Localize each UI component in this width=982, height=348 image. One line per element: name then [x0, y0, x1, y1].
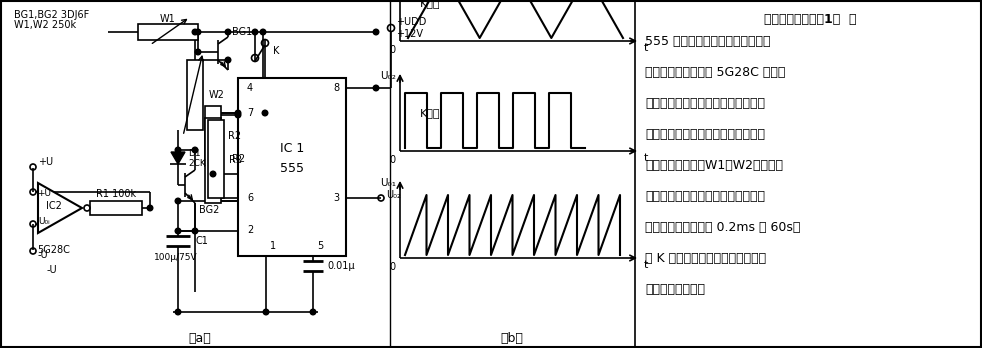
- Text: 5G28C: 5G28C: [37, 245, 71, 255]
- Text: 3: 3: [333, 193, 339, 203]
- Text: 555: 555: [280, 161, 304, 174]
- Circle shape: [373, 29, 379, 35]
- Text: 7: 7: [246, 108, 253, 118]
- Bar: [187, 60, 203, 130]
- Text: R1 100k: R1 100k: [96, 189, 136, 199]
- Text: R2: R2: [229, 155, 243, 165]
- Text: 调节充放电时间常数，调节占空比。: 调节充放电时间常数，调节占空比。: [645, 190, 765, 203]
- Text: 图中参数振荡周期为 0.2ms 至 60s。: 图中参数振荡周期为 0.2ms 至 60s。: [645, 221, 800, 234]
- Circle shape: [225, 57, 231, 63]
- Text: （a）: （a）: [189, 332, 211, 345]
- Text: K: K: [273, 46, 279, 56]
- Bar: [208, 120, 224, 198]
- Text: R2: R2: [232, 154, 246, 164]
- Text: 2: 2: [246, 225, 253, 235]
- Circle shape: [192, 228, 197, 234]
- Text: R2: R2: [228, 131, 242, 141]
- Circle shape: [192, 147, 197, 153]
- Text: BG1,BG2 3DJ6F: BG1,BG2 3DJ6F: [14, 10, 89, 20]
- Text: 1: 1: [270, 241, 276, 251]
- Text: U₀₂: U₀₂: [386, 190, 401, 200]
- Text: U₀₂: U₀₂: [380, 71, 396, 81]
- Circle shape: [175, 198, 181, 204]
- Circle shape: [236, 112, 241, 118]
- Circle shape: [252, 29, 258, 35]
- Text: BG2: BG2: [199, 205, 219, 215]
- Text: +U: +U: [37, 190, 51, 198]
- Text: 振荡器充放电均为恒流源充放、因而: 振荡器充放电均为恒流源充放、因而: [645, 128, 765, 141]
- Circle shape: [263, 309, 269, 315]
- Circle shape: [147, 205, 153, 211]
- Text: 100μ/75V: 100μ/75V: [154, 253, 197, 262]
- Circle shape: [225, 29, 231, 35]
- Text: W1,W2 250k: W1,W2 250k: [14, 20, 77, 30]
- Text: K断开: K断开: [420, 0, 441, 8]
- Circle shape: [195, 49, 200, 55]
- Text: +UDD: +UDD: [396, 17, 426, 27]
- Circle shape: [310, 309, 316, 315]
- Text: 锯齿波线性良好。W1、W2分别用于: 锯齿波线性良好。W1、W2分别用于: [645, 159, 783, 172]
- Text: U₀₁: U₀₁: [380, 178, 396, 188]
- Polygon shape: [171, 152, 185, 164]
- Text: W1: W1: [160, 14, 176, 24]
- Text: BG1: BG1: [232, 27, 252, 37]
- Polygon shape: [38, 183, 82, 233]
- Text: 0.01μ: 0.01μ: [327, 261, 355, 271]
- Text: +U: +U: [38, 157, 53, 167]
- Text: +12V: +12V: [396, 29, 423, 39]
- Text: 4: 4: [246, 83, 253, 93]
- Text: 器。高输入阻抗运放 5G28C 构成电: 器。高输入阻抗运放 5G28C 构成电: [645, 66, 786, 79]
- Text: 多种波形发生器（1）  由: 多种波形发生器（1） 由: [764, 13, 856, 26]
- Text: 5: 5: [317, 241, 323, 251]
- Circle shape: [236, 110, 241, 116]
- Text: W2: W2: [209, 90, 225, 100]
- Text: IC 1: IC 1: [280, 142, 304, 155]
- Text: 2CK: 2CK: [188, 159, 206, 168]
- Text: -U: -U: [47, 265, 57, 275]
- Text: -U: -U: [38, 250, 49, 260]
- Text: 0: 0: [390, 262, 396, 272]
- Circle shape: [175, 228, 181, 234]
- Circle shape: [260, 29, 266, 35]
- Text: 当 K 闭合时，形成锯齿波、其周期: 当 K 闭合时，形成锯齿波、其周期: [645, 252, 766, 265]
- Circle shape: [373, 85, 379, 91]
- Text: 8: 8: [333, 83, 339, 93]
- Circle shape: [262, 110, 268, 116]
- Text: t: t: [644, 260, 648, 270]
- Bar: [238, 78, 346, 256]
- Text: C1: C1: [196, 236, 209, 246]
- Text: U₀ᵢ: U₀ᵢ: [38, 218, 50, 227]
- Text: t: t: [644, 43, 648, 53]
- Circle shape: [175, 147, 181, 153]
- Bar: [90, 201, 142, 215]
- Bar: [205, 106, 221, 166]
- Circle shape: [175, 309, 181, 315]
- Text: 0: 0: [390, 45, 396, 55]
- Text: K闭合: K闭合: [420, 108, 441, 118]
- Text: t: t: [644, 153, 648, 163]
- Circle shape: [210, 171, 216, 177]
- Text: IC2: IC2: [46, 201, 62, 211]
- Text: （b）: （b）: [501, 332, 523, 345]
- Text: D1: D1: [188, 150, 200, 158]
- Text: 压跟随器，起隔离和阻抗变换作用。: 压跟随器，起隔离和阻抗变换作用。: [645, 97, 765, 110]
- Text: 0: 0: [390, 155, 396, 165]
- Text: 6: 6: [246, 193, 253, 203]
- Circle shape: [192, 29, 197, 35]
- Circle shape: [195, 29, 200, 35]
- Bar: [205, 118, 221, 203]
- Bar: [138, 24, 198, 40]
- Text: 555 和恒流充电电路组成多谐振荡: 555 和恒流充电电路组成多谐振荡: [645, 35, 771, 48]
- Text: 为三角波的一半。: 为三角波的一半。: [645, 283, 705, 296]
